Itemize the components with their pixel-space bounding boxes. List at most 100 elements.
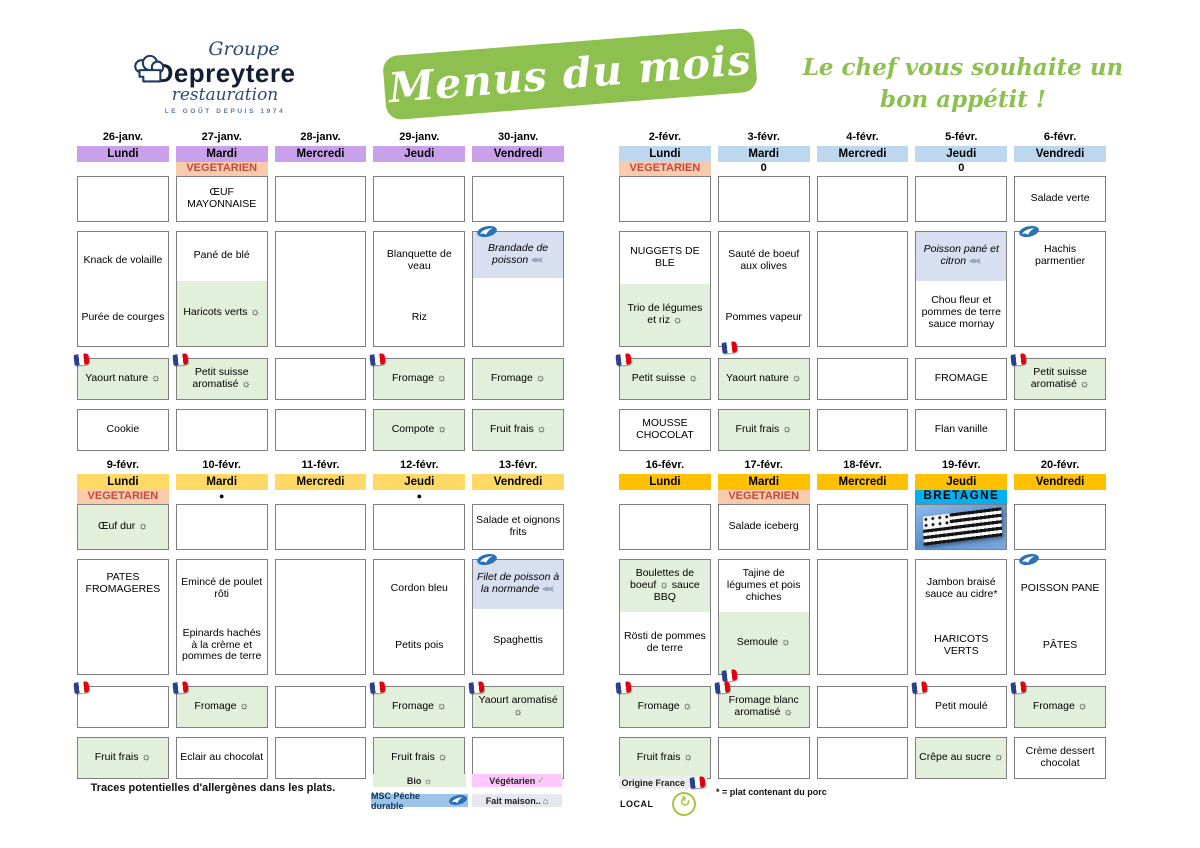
main-dish-part: Pommes vapeur [719,289,809,354]
cell-text: Chou fleur et pommes de terre sauce morn… [919,295,1003,331]
cell-entree: Salade et oignons frits [472,504,564,550]
day-band: Mercredi [274,146,367,162]
cell-label: POISSON PANE [1020,581,1100,594]
msc-fish-icon [1018,553,1040,566]
france-flag-icon [911,681,928,694]
day-column: 30-janv. Vendredi Brandade de poisson Froma… [472,131,564,451]
day-band: Mardi [175,146,268,162]
cell-dessert [717,737,810,779]
cell-dessert: Fruit frais ☼ [619,737,711,779]
fish-icon [968,257,982,265]
main-dish-part: Petits pois [374,617,464,674]
day-band: Mercredi [816,474,909,490]
day-band: Jeudi [373,146,466,162]
cell-text: Crêpe au sucre ☼ [918,751,1004,764]
local-logo-icon: ↻ [668,788,700,820]
main-dish-part: Rösti de pommes de terre [620,612,710,674]
cell-label: FROMAGE [934,372,988,385]
day-column: 3-févr. Mardi 0 Sauté de boeuf aux olives Po… [717,131,810,451]
cell-dessert: Flan vanille [915,409,1008,451]
day-column: 6-févr. Vendredi Salade verte Hachis parmen… [1010,131,1106,451]
day-band: Mardi [175,474,268,490]
cell-label: Salade iceberg [728,520,799,533]
cell-main [816,231,909,347]
week-block-1: 26-janv. Lundi Knack de volaille Purée de c… [73,131,564,451]
main-dish-part: Haricots verts ☼ [176,280,267,346]
cell-dairy: Fromage ☼ [369,353,466,400]
msc-fish-icon [476,553,498,566]
cell-dessert: Compote ☼ [373,409,466,451]
day-column: 26-janv. Lundi Knack de volaille Purée de c… [73,131,169,451]
cell-label: Poisson pané et citron [923,243,999,268]
france-flag-icon [73,681,90,694]
cell-main: Hachis parmentier [1014,226,1106,347]
main-dish-part: Epinards hachés à la crème et pommes de … [177,617,267,674]
cell-label: Flan vanille [934,423,988,436]
cell-label: Emincé de poulet rôti [181,575,263,600]
badge-empty [275,162,367,176]
date-label: 19-févr. [942,459,981,471]
cell-main [274,231,367,347]
cell-dessert: Cookie [77,409,169,451]
main-dish-part: Brandade de poisson [473,232,563,279]
week-block-4: 16-févr. Lundi Boulettes de boeuf ☼ sauce … [615,459,1106,779]
main-dish-part: Hachis parmentier [1015,232,1105,346]
cell-label: Crêpe au sucre ☼ [919,751,1004,764]
france-flag-icon [468,681,485,694]
cell-dessert: Crème dessert chocolat [1014,737,1106,779]
cell-text: Filet de poisson à la normande [476,571,560,596]
cell-text: Compote ☼ [376,423,462,436]
badge-empty [472,162,564,176]
cell-text: Emincé de poulet rôti [180,575,264,601]
date-label: 27-janv. [201,131,242,143]
cell-text: Pommes vapeur [722,310,806,324]
cell-label: Yaourt nature ☼ [726,372,802,385]
check-icon: ✓ [537,775,545,785]
cell-text: Yaourt aromatisé ☼ [475,694,561,719]
cell-label: Compote ☼ [391,423,447,436]
cell-text: Poisson pané et citron [919,243,1003,268]
cell-text: Fruit frais ☼ [80,751,166,764]
main-dish-part: PATES FROMAGERES [78,560,168,674]
cell-dairy: Fromage blanc aromatisé ☼ [714,681,810,728]
cell-text: Petit moulé [918,700,1004,713]
cell-label: Pommes vapeur [725,310,802,323]
date-label: 17-févr. [744,459,783,471]
main-dish-part: Emincé de poulet rôti [177,560,267,617]
allergen-note: Traces potentielles d'allergènes dans le… [90,782,336,794]
cell-text: Brandade de poisson [476,242,560,267]
france-flag-icon [714,681,731,694]
legend-homemade: Fait maison.. ⌂ [472,794,562,807]
cell-text: Fruit frais ☼ [622,751,708,764]
main-dish-part: NUGGETS DE BLE [620,232,710,284]
cell-text: FROMAGE [918,372,1004,385]
cell-text: Flan vanille [918,423,1004,436]
france-flag-icon [615,353,632,366]
cell-label: Pané de blé [193,249,250,262]
badge-vegetarien: VEGETARIEN [619,162,711,176]
badge-empty [77,162,169,176]
cell-label: Salade verte [1030,192,1090,205]
cell-text: Spaghettis [476,634,560,647]
legend-bio-label: Bio ☼ [406,775,433,786]
cell-text: Œuf dur ☼ [80,520,166,533]
cell-main: Pané de blé Haricots verts ☼ [175,231,268,347]
main-dish-part: Sauté de boeuf aux olives [719,232,809,289]
cell-label: Jambon braisé sauce au cidre* [925,575,998,600]
cell-label: Fromage ☼ [637,700,693,713]
cell-label: Brandade de poisson [488,242,549,267]
cell-text: Rösti de pommes de terre [623,630,707,655]
cell-dessert: Fruit frais ☼ [472,409,564,451]
main-dish-part: Knack de volaille [78,232,168,289]
cell-label: ŒUF MAYONNAISE [187,186,257,210]
logo-tagline: LE GOÛT DEPUIS 1974 [164,107,286,115]
cell-dairy: Petit suisse aromatisé ☼ [1010,353,1106,400]
day-column: 9-févr. Lundi VEGETARIEN Œuf dur ☼ PATES FRO… [73,459,169,779]
cell-label: Haricots verts ☼ [183,306,261,319]
msc-fish-icon [476,225,498,238]
date-label: 9-févr. [106,459,140,471]
cell-text: Crème dessert chocolat [1017,745,1103,770]
day-band: Vendredi [1014,474,1106,490]
day-band: Mercredi [274,474,367,490]
cell-entree [619,176,711,222]
